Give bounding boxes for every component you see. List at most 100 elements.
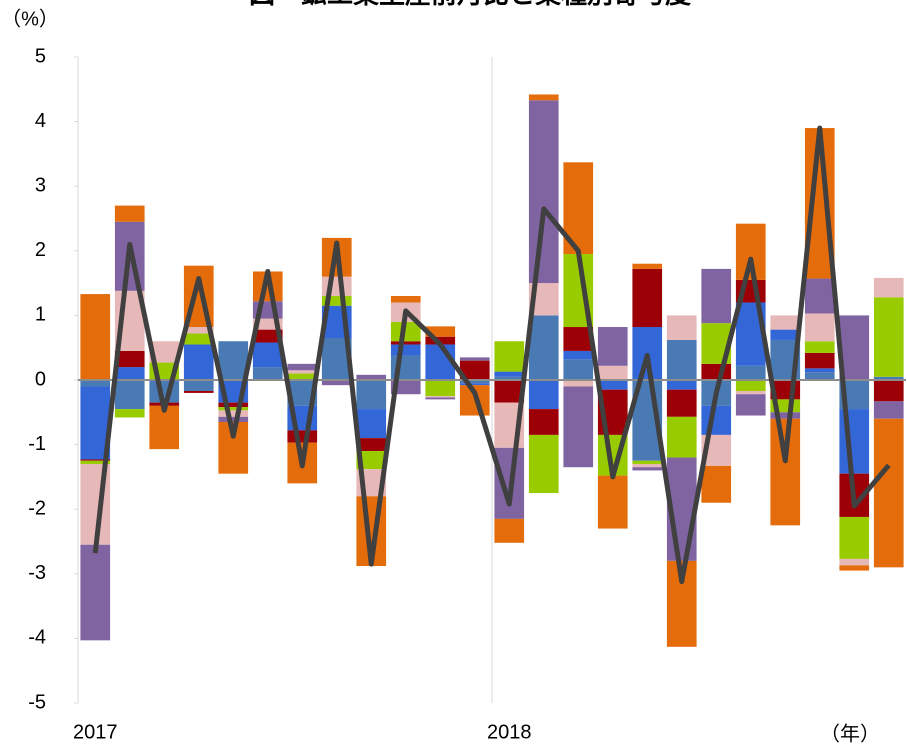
bar-segment <box>563 386 594 468</box>
bar-segment <box>80 460 111 464</box>
bar-segment <box>804 278 835 314</box>
y-tick-label: -5 <box>28 691 46 713</box>
bar-segment <box>804 368 835 373</box>
bar-segment <box>287 373 318 380</box>
bar-segment <box>356 451 387 470</box>
bar-segment <box>632 460 663 464</box>
x-tick-label: 2018 <box>487 721 532 743</box>
bar-segment <box>218 341 249 380</box>
bar-segment <box>252 329 283 343</box>
bar-segment <box>563 359 594 380</box>
bar-segment <box>528 434 559 494</box>
bar-segment <box>804 352 835 369</box>
bar-segment <box>425 336 456 345</box>
y-tick-label: 0 <box>35 368 46 390</box>
bar-segment <box>735 365 766 380</box>
bar-segment <box>287 363 318 371</box>
bar-segment <box>666 315 697 340</box>
bar-segment <box>632 268 663 328</box>
bar-segment <box>80 294 111 380</box>
bar-segment <box>218 410 249 417</box>
bar-segment <box>494 376 525 380</box>
bar-segment <box>735 394 766 416</box>
y-tick-label: -2 <box>28 497 46 519</box>
bar-segment <box>390 321 421 342</box>
bar-segment <box>839 565 870 571</box>
bar-segment <box>459 360 490 380</box>
bar-segment <box>873 380 904 402</box>
bar-segment <box>666 380 697 390</box>
bar-segment <box>356 374 387 380</box>
bar-segment <box>528 100 559 284</box>
total-line <box>92 125 891 585</box>
bar-segment <box>735 390 766 395</box>
y-tick-label: 4 <box>35 110 46 132</box>
bar-segment <box>666 389 697 417</box>
bar-segment <box>528 380 559 410</box>
bar-segment <box>183 344 214 380</box>
bar-segment <box>494 518 525 543</box>
bar-segment <box>494 380 525 403</box>
bar-segment <box>494 371 525 377</box>
bar-segment <box>390 344 421 356</box>
bar-segment <box>80 380 111 387</box>
bar-segment <box>666 416 697 458</box>
bar-segment <box>80 544 111 641</box>
bar-segment <box>356 438 387 452</box>
bar-segment <box>528 409 559 435</box>
bar-segment <box>770 412 801 419</box>
bar-segment <box>114 367 145 380</box>
bar-segment <box>114 380 145 410</box>
bar-segment <box>701 465 732 503</box>
bar-segment <box>701 268 732 324</box>
bar-segment <box>770 329 801 340</box>
bar-segment <box>770 418 801 526</box>
bar-segment <box>321 276 352 297</box>
bar-segment <box>563 350 594 360</box>
bar-segment <box>425 380 456 397</box>
bar-segment <box>114 350 145 368</box>
bar-segment <box>114 205 145 222</box>
y-tick-label: -1 <box>28 433 46 455</box>
bar-segment <box>321 296 352 306</box>
bar-segment <box>632 463 663 468</box>
bar-segment <box>597 327 628 366</box>
bar-segment <box>390 296 421 303</box>
bar-segment <box>183 327 214 334</box>
bar-segment <box>873 376 904 380</box>
x-axis-label: （年） <box>820 722 880 745</box>
bar-segment <box>528 94 559 101</box>
bar-segment <box>252 367 283 380</box>
bar-segment <box>356 409 387 439</box>
bar-segment <box>804 372 835 380</box>
bar-segment <box>390 341 421 345</box>
bar-segment <box>183 390 214 393</box>
y-tick-label: -3 <box>28 562 46 584</box>
bar-segment <box>287 370 318 374</box>
bar-segment <box>597 380 628 390</box>
bar-segment <box>459 380 490 384</box>
bar-segment <box>666 339 697 380</box>
bar-segment <box>149 341 180 363</box>
bar-segment <box>632 467 663 471</box>
bar-segment <box>425 396 456 398</box>
bar-segment <box>873 297 904 377</box>
bar-segment <box>701 363 732 380</box>
bar-segment <box>425 397 456 400</box>
bar-segment <box>459 357 490 361</box>
x-tick-label: 2017 <box>73 721 118 743</box>
bar-segment <box>873 418 904 568</box>
bar-segment <box>321 380 352 386</box>
bar-segment <box>873 401 904 419</box>
bar-segment <box>839 315 870 380</box>
bar-segment <box>770 315 801 330</box>
bar-segment <box>183 333 214 345</box>
y-tick-label: 3 <box>35 174 46 196</box>
bar-segment <box>425 326 456 337</box>
y-tick-label: 5 <box>35 45 46 67</box>
bar-segment <box>735 380 766 391</box>
bar-segment <box>252 318 283 330</box>
bar-segment <box>632 263 663 269</box>
bar-segment <box>873 277 904 298</box>
